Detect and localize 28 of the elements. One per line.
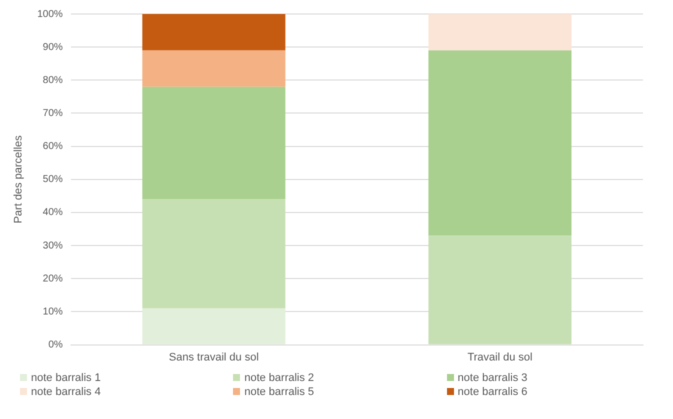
y-tick-label: 30% [42, 240, 63, 252]
legend-label: note barralis 3 [456, 372, 528, 384]
bar [142, 50, 286, 87]
legend-label: note barralis 4 [30, 386, 102, 398]
y-tick-label: 10% [42, 306, 63, 318]
bar [142, 86, 286, 200]
bar [428, 14, 572, 50]
y-tick-label: 60% [42, 141, 63, 152]
legend-label: note barralis 1 [30, 372, 102, 384]
legend-label: note barralis 2 [243, 372, 316, 384]
y-tick-label: 50% [42, 174, 63, 186]
x-tick-label: Travail du sol [467, 351, 532, 364]
bar [142, 199, 286, 308]
y-tick-label: 80% [42, 74, 63, 86]
y-tick-label: 20% [42, 273, 63, 284]
y-axis-title: Part des parcelles [12, 134, 25, 224]
bar [142, 308, 286, 344]
legend-label: note barralis 6 [456, 386, 528, 398]
bar [428, 236, 572, 344]
bar [428, 50, 572, 236]
y-tick-label: 100% [37, 8, 63, 20]
legend-label: note barralis 5 [243, 386, 316, 398]
y-tick-label: 90% [42, 42, 63, 53]
y-tick-label: 70% [42, 108, 63, 119]
bar [142, 14, 286, 50]
x-tick-label: Sans travail du sol [168, 351, 259, 364]
y-tick-label: 0% [48, 340, 63, 351]
y-tick-label: 40% [42, 207, 63, 218]
